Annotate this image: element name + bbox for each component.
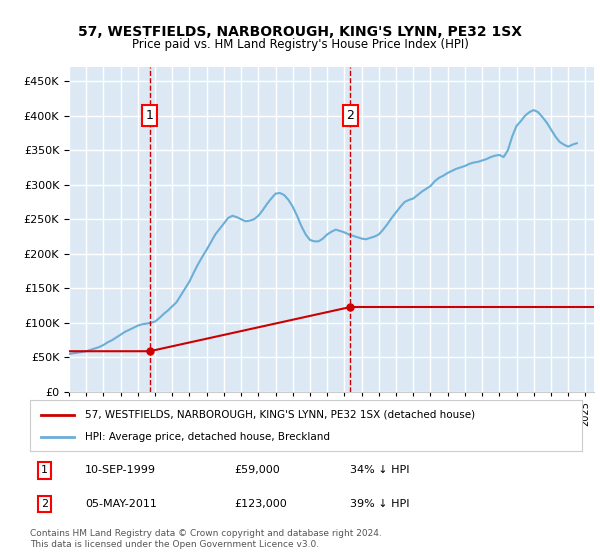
Text: £59,000: £59,000 [234,465,280,475]
Text: 57, WESTFIELDS, NARBOROUGH, KING'S LYNN, PE32 1SX: 57, WESTFIELDS, NARBOROUGH, KING'S LYNN,… [78,25,522,39]
Text: £123,000: £123,000 [234,499,287,509]
Text: 2: 2 [41,499,48,509]
Text: 10-SEP-1999: 10-SEP-1999 [85,465,156,475]
Text: 39% ↓ HPI: 39% ↓ HPI [350,499,410,509]
Text: 34% ↓ HPI: 34% ↓ HPI [350,465,410,475]
Text: 05-MAY-2011: 05-MAY-2011 [85,499,157,509]
Text: Contains HM Land Registry data © Crown copyright and database right 2024.
This d: Contains HM Land Registry data © Crown c… [30,529,382,549]
Text: HPI: Average price, detached house, Breckland: HPI: Average price, detached house, Brec… [85,432,330,442]
Text: 1: 1 [146,109,154,122]
Text: 57, WESTFIELDS, NARBOROUGH, KING'S LYNN, PE32 1SX (detached house): 57, WESTFIELDS, NARBOROUGH, KING'S LYNN,… [85,409,475,419]
Text: Price paid vs. HM Land Registry's House Price Index (HPI): Price paid vs. HM Land Registry's House … [131,38,469,51]
Text: 1: 1 [41,465,48,475]
Text: 2: 2 [346,109,355,122]
